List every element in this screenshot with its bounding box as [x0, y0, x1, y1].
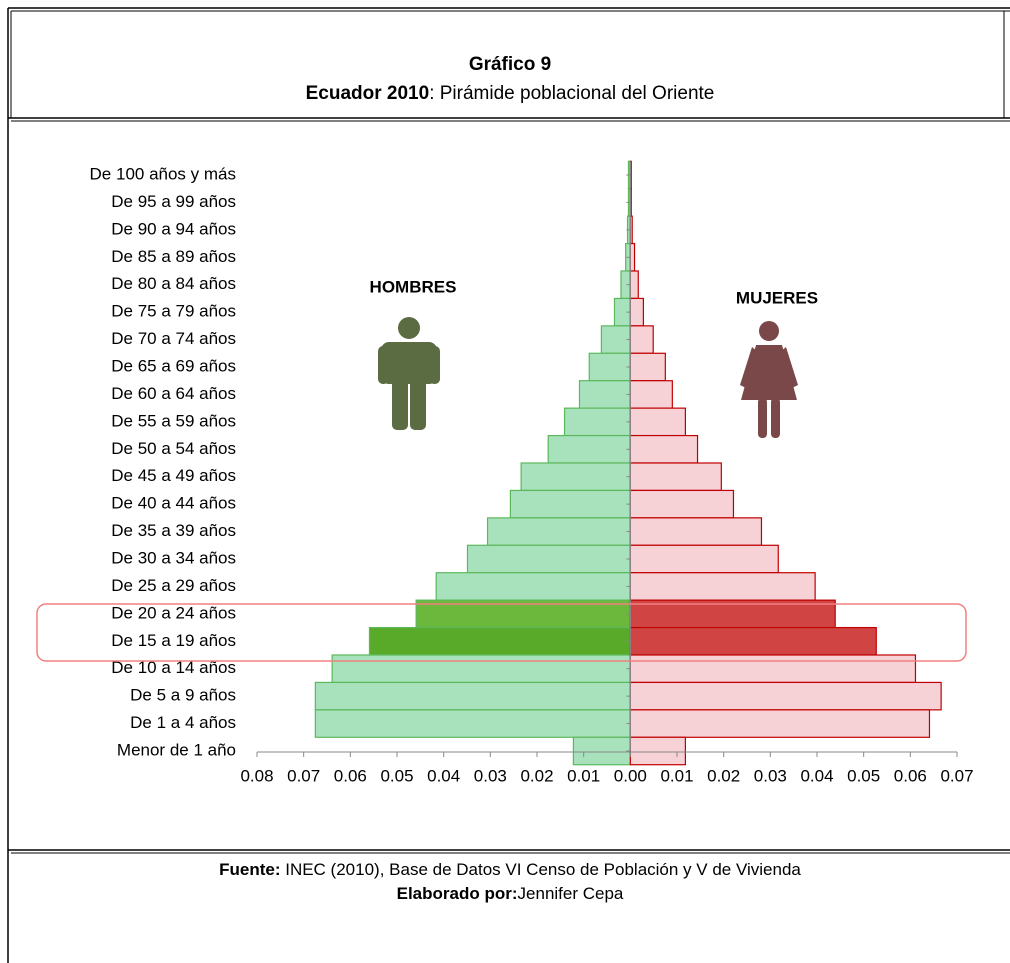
x-tick-label: 0.01: [660, 766, 693, 785]
bar: [563, 407, 631, 437]
y-tick-label: De 30 a 34 años: [111, 548, 236, 567]
bar: [578, 380, 631, 409]
x-tick-label: 0.02: [707, 766, 740, 785]
y-tick-label: De 85 a 89 años: [111, 247, 236, 266]
y-tick-label: De 90 a 94 años: [111, 219, 236, 238]
man-icon: [378, 317, 440, 430]
bar: [466, 544, 631, 574]
x-tick-label: 0.00: [614, 766, 647, 785]
x-tick-label: 0.08: [240, 766, 273, 785]
bar: [509, 489, 631, 519]
y-tick-label: De 55 a 59 años: [111, 411, 236, 430]
bar: [629, 297, 644, 327]
x-tick-label: 0.06: [894, 766, 927, 785]
x-tick-label: 0.04: [427, 766, 460, 785]
x-tick-label: 0.02: [520, 766, 553, 785]
x-tick-label: 0.05: [847, 766, 880, 785]
x-tick-label: 0.03: [474, 766, 507, 785]
chart-subtitle: Ecuador 2010: Pirámide poblacional del O…: [306, 83, 715, 104]
bar: [314, 709, 631, 738]
y-tick-label: De 35 a 39 años: [111, 521, 236, 540]
source-line: Fuente: INEC (2010), Base de Datos VI Ce…: [219, 860, 801, 879]
x-tick-label: 0.05: [380, 766, 413, 785]
bar: [629, 626, 877, 656]
y-tick-label: De 50 a 54 años: [111, 439, 236, 458]
bar: [629, 242, 636, 272]
y-tick-label: De 70 a 74 años: [111, 329, 236, 348]
x-tick-label: 0.04: [800, 766, 833, 785]
y-tick-label: De 5 a 9 años: [130, 686, 236, 705]
y-tick-label: De 80 a 84 años: [111, 274, 236, 293]
bar: [629, 709, 931, 738]
y-tick-label: De 75 a 79 años: [111, 302, 236, 321]
bar: [629, 434, 699, 464]
bar: [629, 352, 666, 382]
highlight-box: [36, 603, 967, 662]
legend-women: MUJERES: [736, 288, 818, 307]
x-tick-label: 0.07: [287, 766, 320, 785]
bar: [368, 626, 631, 656]
woman-icon: [740, 321, 798, 438]
y-tick-label: De 100 años y más: [90, 164, 236, 183]
subtitle-bold: Ecuador 2010: [306, 83, 430, 104]
frame: [7, 7, 1010, 963]
bar: [629, 462, 722, 492]
y-tick-label: De 20 a 24 años: [111, 603, 236, 622]
bar: [629, 489, 735, 519]
x-tick-label: 0.07: [940, 766, 973, 785]
bar: [629, 654, 917, 684]
source-bold: Fuente:: [219, 860, 280, 879]
bar: [629, 380, 673, 409]
bar: [435, 572, 631, 601]
bar: [629, 544, 779, 574]
bar: [520, 462, 631, 492]
bar: [629, 270, 639, 300]
bar: [629, 572, 816, 601]
y-tick-label: De 1 a 4 años: [130, 713, 236, 732]
y-tick-label: De 10 a 14 años: [111, 658, 236, 677]
bar: [314, 681, 631, 711]
y-tick-label: De 65 a 69 años: [111, 356, 236, 375]
y-tick-label: De 40 a 44 años: [111, 494, 236, 513]
legend-men: HOMBRES: [370, 277, 457, 296]
bar: [629, 681, 942, 711]
bar: [629, 325, 654, 354]
author-bold: Elaborado por:: [397, 884, 518, 903]
bar: [588, 352, 631, 382]
y-tick-label: De 25 a 29 años: [111, 576, 236, 595]
chart-title: Gráfico 9: [469, 54, 551, 75]
bar: [572, 736, 631, 766]
y-tick-label: De 45 a 49 años: [111, 466, 236, 485]
subtitle-rest: : Pirámide poblacional del Oriente: [429, 83, 714, 104]
bar: [629, 407, 686, 437]
x-tick-label: 0.06: [334, 766, 367, 785]
bar: [600, 325, 631, 354]
x-tick-label: 0.01: [567, 766, 600, 785]
x-tick-label: 0.03: [754, 766, 787, 785]
author-line: Elaborado por:Jennifer Cepa: [397, 884, 624, 903]
bar: [629, 517, 763, 546]
author-text: Jennifer Cepa: [518, 884, 624, 903]
bar: [547, 434, 631, 464]
y-tick-label: De 95 a 99 años: [111, 192, 236, 211]
bar: [629, 736, 686, 766]
y-tick-label: De 60 a 64 años: [111, 384, 236, 403]
y-tick-label: Menor de 1 año: [117, 740, 236, 759]
bar: [331, 654, 631, 684]
bar: [486, 517, 631, 546]
y-tick-label: De 15 a 19 años: [111, 631, 236, 650]
source-text: INEC (2010), Base de Datos VI Censo de P…: [281, 860, 802, 879]
